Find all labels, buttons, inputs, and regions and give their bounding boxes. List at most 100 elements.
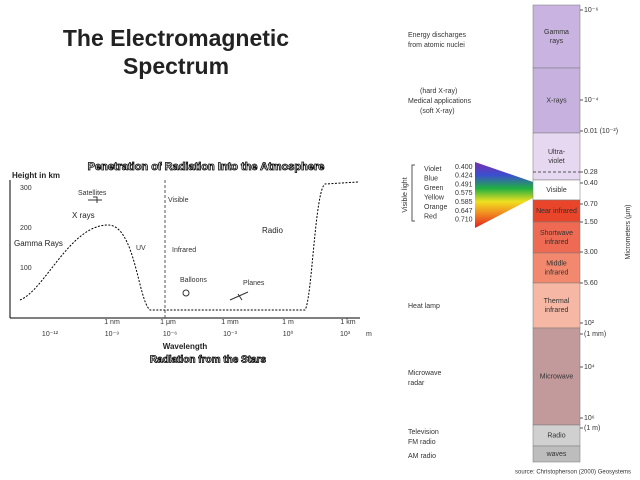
atmosphere-panel: Penetration of Radiation Into the Atmosp… xyxy=(9,161,360,366)
band-label: Visible xyxy=(546,187,567,194)
band-label: Shortwave xyxy=(540,230,573,237)
scale-label: 10⁴ xyxy=(584,364,595,371)
rainbow xyxy=(475,162,533,228)
color-name: Red xyxy=(424,213,437,220)
color-name: Blue xyxy=(424,175,438,182)
scale-label: 0.01 (10⁻²) xyxy=(584,128,618,135)
x-axis-label: Wavelength xyxy=(163,342,208,351)
band xyxy=(532,132,581,181)
color-wavelength: 0.710 xyxy=(455,217,473,224)
balloon-icon xyxy=(182,289,190,297)
unit: m xyxy=(366,331,372,338)
wavelength-power: 10⁻⁶ xyxy=(163,331,177,338)
band-label: violet xyxy=(548,158,564,165)
color-wavelength: 0.575 xyxy=(455,190,473,197)
band-label: Gamma xyxy=(544,29,569,36)
height-tick: 300 xyxy=(20,185,32,192)
wavelength-label: 1 m xyxy=(282,319,294,326)
band xyxy=(532,445,581,463)
application: Heat lamp xyxy=(408,303,440,310)
caption: Radiation from the Stars xyxy=(150,355,267,366)
penetration-curve xyxy=(19,181,359,311)
application: (hard X-ray) xyxy=(420,88,457,95)
scale-label: 5.60 xyxy=(584,280,598,287)
band-label: rays xyxy=(550,38,564,45)
wavelength-label: 1 mm xyxy=(221,319,239,326)
band xyxy=(532,252,581,284)
band-label: Thermal xyxy=(544,298,570,305)
scale-label: (1 m) xyxy=(584,425,600,432)
scale-label: 0.40 xyxy=(584,180,598,187)
label: Radio xyxy=(262,226,283,235)
scale-label: (1 mm) xyxy=(584,331,606,338)
spectrum-panel: Visible light Micrometers (μm) source: C… xyxy=(402,162,632,476)
application: (soft X-ray) xyxy=(420,108,455,115)
application: from atomic nuclei xyxy=(408,42,465,49)
application: Microwave xyxy=(408,370,442,377)
source: source: Christopherson (2000) Geosystems xyxy=(515,470,631,476)
color-name: Orange xyxy=(424,204,447,211)
label: Balloons xyxy=(180,277,207,284)
band-label: infrared xyxy=(545,269,569,276)
scale-label: 10⁻⁴ xyxy=(584,97,599,104)
scale-label: 10⁶ xyxy=(584,415,595,422)
application: radar xyxy=(408,380,425,387)
band xyxy=(532,221,581,254)
scale-label: 10² xyxy=(584,320,595,327)
band xyxy=(532,282,581,329)
label: Gamma Rays xyxy=(14,239,63,248)
scale-label: 0.28 xyxy=(584,169,598,176)
plane-icon xyxy=(229,291,249,301)
label: X rays xyxy=(72,211,95,220)
scale-label: 3.00 xyxy=(584,249,598,256)
wavelength-label: 1 μm xyxy=(160,319,176,326)
band-label: Radio xyxy=(547,432,565,439)
band-label: Ultra- xyxy=(548,149,566,156)
wavelength-power: 10⁻³ xyxy=(223,331,237,338)
color-name: Yellow xyxy=(424,194,445,201)
application: Television xyxy=(408,429,439,436)
band-label: infrared xyxy=(545,307,569,314)
title: The Electromagnetic xyxy=(63,25,289,51)
satellite-icon xyxy=(88,196,102,203)
axis-label: Height in km xyxy=(12,171,60,180)
height-tick: 200 xyxy=(20,225,32,232)
color-wavelength: 0.400 xyxy=(455,164,473,171)
color-wavelength: 0.647 xyxy=(455,208,473,215)
band xyxy=(532,327,581,426)
wavelength-power: 10⁰ xyxy=(283,330,294,338)
scale-label: 0.70 xyxy=(584,201,598,208)
height-tick: 100 xyxy=(20,265,32,272)
panel-title: Penetration of Radiation Into the Atmosp… xyxy=(88,161,325,173)
wavelength-power: 10⁻⁹ xyxy=(105,331,119,338)
bracket xyxy=(411,164,415,222)
label: UV xyxy=(136,245,146,252)
wavelength-label: 1 km xyxy=(340,319,355,326)
band-label: infrared xyxy=(545,239,569,246)
band-label: Near infrared xyxy=(536,208,577,215)
band-label: X-rays xyxy=(546,97,567,104)
color-wavelength: 0.424 xyxy=(455,173,473,180)
scale-label: 10⁻⁶ xyxy=(584,7,598,14)
band-label: waves xyxy=(546,451,567,458)
label: Planes xyxy=(243,280,265,287)
color-name: Green xyxy=(424,185,444,192)
label: Satellites xyxy=(78,190,107,197)
label: Infrared xyxy=(172,247,196,254)
band-label: Middle xyxy=(546,260,567,267)
wavelength-power: 10⁻¹² xyxy=(42,331,59,338)
visible-light-label: Visible light xyxy=(402,177,409,212)
band xyxy=(532,4,581,69)
color-name: Violet xyxy=(424,166,441,173)
scale-label: 1.50 xyxy=(584,219,598,226)
band-label: Microwave xyxy=(540,373,574,380)
application: Energy discharges xyxy=(408,32,466,39)
application: Medical applications xyxy=(408,98,472,105)
application: FM radio xyxy=(408,439,436,446)
color-wavelength: 0.585 xyxy=(455,199,473,206)
wavelength-power: 10³ xyxy=(340,331,351,338)
title: Spectrum xyxy=(123,53,229,79)
wavelength-label: 1 nm xyxy=(104,319,120,326)
scale-title: Micrometers (μm) xyxy=(625,205,632,260)
